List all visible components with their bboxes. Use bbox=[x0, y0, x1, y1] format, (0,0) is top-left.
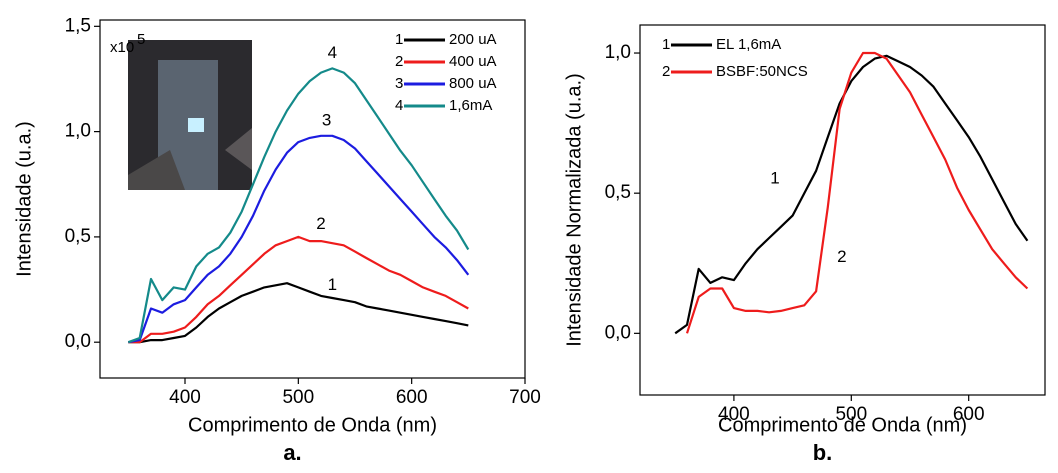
x-tick-label: 700 bbox=[509, 387, 541, 408]
legend-number: 1 bbox=[662, 36, 670, 53]
panel-label: a. bbox=[283, 440, 301, 465]
curve-annotation: 2 bbox=[316, 214, 325, 233]
chart-panel: 400 500 600 700 0,0 0,5 1,0 1,5 Comprimento de O… bbox=[13, 15, 541, 464]
data-line bbox=[674, 54, 1029, 335]
x-tick-label: 600 bbox=[953, 404, 985, 425]
y-tick-label: 0,0 bbox=[605, 322, 631, 343]
y-scale-exponent: 5 bbox=[137, 31, 145, 48]
x-tick-label: 500 bbox=[282, 387, 314, 408]
plot-frame bbox=[639, 24, 1046, 396]
data-line bbox=[128, 235, 469, 344]
data-line bbox=[685, 51, 1029, 334]
legend-label: 1,6mA bbox=[449, 97, 492, 114]
y-axis-label: Intensidade (u.a.) bbox=[13, 121, 35, 277]
photo-clip bbox=[128, 150, 185, 190]
curve-annotation: 4 bbox=[328, 43, 337, 62]
x-tick-label: 500 bbox=[835, 404, 867, 425]
y-tick-label: 1,0 bbox=[605, 42, 631, 63]
legend-label: 200 uA bbox=[449, 31, 497, 48]
y-tick-label: 0,5 bbox=[65, 226, 91, 247]
photo-emission bbox=[188, 118, 204, 132]
x-tick-label: 400 bbox=[718, 404, 750, 425]
photo-clip bbox=[225, 128, 252, 170]
legend-number: 2 bbox=[662, 63, 670, 80]
data-line bbox=[128, 134, 470, 344]
y-tick-label: 1,5 bbox=[65, 15, 91, 36]
legend-label: 800 uA bbox=[449, 75, 497, 92]
x-axis-label: Comprimento de Onda (nm) bbox=[718, 414, 967, 436]
y-tick-label: 0,5 bbox=[605, 182, 631, 203]
curve-annotation: 1 bbox=[328, 275, 337, 294]
curve-annotation: 3 bbox=[322, 111, 331, 130]
x-tick-label: 600 bbox=[396, 387, 428, 408]
curve-annotation: 1 bbox=[770, 169, 779, 188]
legend-label: EL 1,6mA bbox=[716, 36, 781, 53]
inset-photo bbox=[128, 40, 252, 190]
data-line bbox=[127, 67, 470, 344]
legend-label: BSBF:50NCS bbox=[716, 63, 808, 80]
x-axis-label: Comprimento de Onda (nm) bbox=[188, 414, 437, 436]
y-tick-label: 1,0 bbox=[65, 121, 91, 142]
legend-number: 1 bbox=[395, 31, 403, 48]
y-scale-base: x10 bbox=[110, 39, 134, 56]
curve-annotation: 2 bbox=[837, 247, 846, 266]
panel-label: b. bbox=[813, 440, 833, 465]
x-tick-label: 400 bbox=[169, 387, 201, 408]
legend-number: 4 bbox=[395, 97, 403, 114]
legend-number: 3 bbox=[395, 75, 403, 92]
chart-panel: 400 500 600 0,0 0,5 1,0 Comprimento de Onda (n… bbox=[563, 24, 1046, 465]
plot-frame bbox=[99, 19, 526, 379]
legend-number: 2 bbox=[395, 53, 403, 70]
data-line bbox=[128, 282, 469, 344]
legend-label: 400 uA bbox=[449, 53, 497, 70]
y-axis-label: Intensidade Normalizada (u.a.) bbox=[563, 73, 585, 346]
y-tick-label: 0,0 bbox=[65, 331, 91, 352]
